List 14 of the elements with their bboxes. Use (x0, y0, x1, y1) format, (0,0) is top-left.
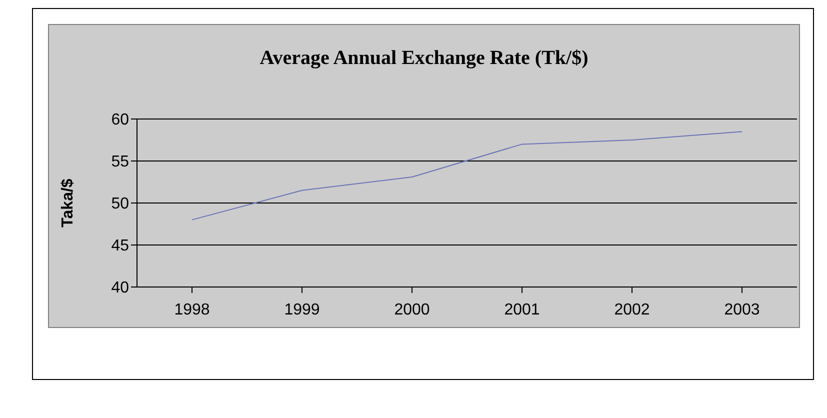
y-tick-label: 45 (111, 238, 130, 255)
x-tick-label: 2000 (394, 301, 430, 318)
x-tick-label: 1999 (284, 301, 320, 318)
y-tick-label: 60 (111, 112, 130, 129)
y-axis-title: Taka/$ (60, 178, 77, 228)
line-series (192, 131, 742, 220)
y-tick-label: 55 (111, 154, 130, 171)
x-tick-label: 2003 (724, 301, 760, 318)
x-tick-label: 1998 (174, 301, 210, 318)
chart-title: Average Annual Exchange Rate (Tk/$) (258, 47, 590, 70)
y-tick-label: 50 (111, 196, 130, 213)
x-tick-label: 2001 (504, 301, 540, 318)
y-tick-label: 40 (111, 280, 130, 297)
x-tick-label: 2002 (614, 301, 650, 318)
